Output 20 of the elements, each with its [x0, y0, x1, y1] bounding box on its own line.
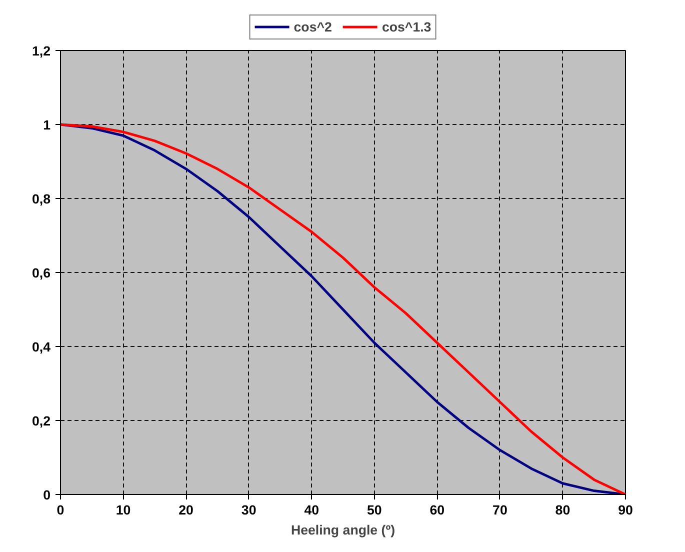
y-tick-label: 1,2	[32, 44, 51, 58]
y-tick-label: 0,2	[32, 414, 51, 428]
x-tick-label: 70	[492, 502, 508, 518]
y-tick-label: 1	[43, 118, 52, 132]
legend-label: cos^1.3	[382, 19, 432, 34]
x-axis-title: Heeling angle (º)	[290, 522, 396, 538]
legend-label: cos^2	[294, 19, 332, 34]
y-tick-label: 0	[43, 488, 51, 502]
x-tick-label: 80	[555, 502, 570, 518]
x-tick-label: 10	[116, 502, 131, 518]
x-tick-label: 30	[241, 502, 256, 518]
y-tick-label: 0,8	[32, 192, 51, 206]
x-tick-label: 50	[366, 502, 382, 518]
x-tick-label: 0	[56, 502, 64, 518]
x-tick-label: 20	[178, 502, 194, 518]
x-tick-label: 60	[430, 502, 445, 518]
y-tick-label: 0,4	[32, 340, 52, 354]
x-tick-label: 90	[618, 502, 633, 518]
y-tick-label: 0,6	[32, 266, 51, 280]
x-tick-label: 40	[304, 502, 320, 518]
